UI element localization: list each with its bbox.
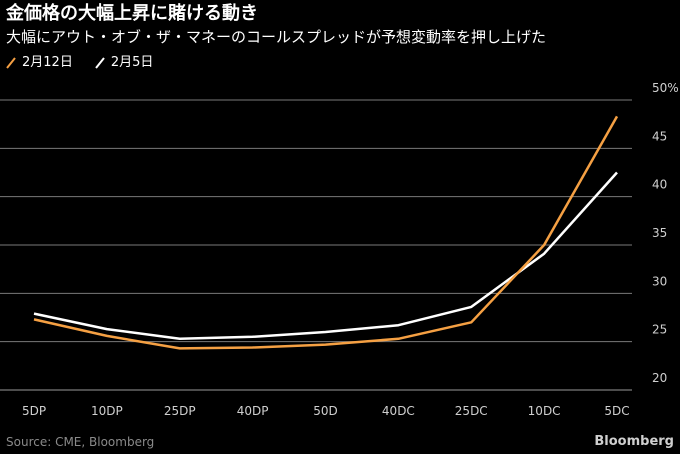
x-tick-label: 10DC: [528, 404, 561, 418]
grid-lines: [0, 99, 632, 391]
y-tick-label: 45: [652, 129, 667, 143]
legend-label-feb12: 2月12日: [22, 55, 73, 70]
y-tick-label: 25: [652, 323, 667, 337]
x-tick-label: 5DP: [22, 404, 46, 418]
x-tick-label: 50D: [313, 404, 338, 418]
y-tick-label: 50%: [652, 81, 679, 95]
y-tick-label: 40: [652, 178, 667, 192]
x-tick-label: 25DC: [455, 404, 488, 418]
series-lines: [33, 115, 619, 350]
legend-item-feb12: 2月12日: [6, 55, 73, 71]
x-tick-label: 25DP: [164, 404, 196, 418]
x-tick-label: 5DC: [604, 404, 629, 418]
chart-title: 金価格の大幅上昇に賭ける動き: [6, 3, 258, 24]
x-tick-label: 10DP: [91, 404, 123, 418]
x-tick-label: 40DP: [237, 404, 269, 418]
legend-swatch-orange: [6, 57, 16, 69]
y-tick-label: 35: [652, 226, 667, 240]
chart-subtitle: 大幅にアウト・オブ・ザ・マネーのコールスプレッドが予想変動率を押し上げた: [6, 28, 547, 46]
x-axis-tick-labels: 5DP 10DP 25DP 40DP 50D 40DC 25DC 10DC 5DC: [22, 404, 630, 418]
y-tick-label: 30: [652, 274, 667, 288]
legend: 2月12日 2月5日: [6, 55, 175, 71]
y-tick-label: 20: [652, 371, 667, 385]
y-axis-tick-labels: 20 25 30 35 40 45 50%: [652, 81, 679, 385]
legend-item-feb5: 2月5日: [95, 55, 154, 71]
series-line-feb5: [33, 171, 618, 341]
series-line-feb12: [33, 115, 619, 350]
source-note: Source: CME, Bloomberg: [6, 435, 155, 449]
legend-swatch-white: [95, 57, 105, 69]
legend-label-feb5: 2月5日: [110, 55, 154, 70]
bloomberg-logo: Bloomberg: [594, 434, 674, 449]
x-tick-label: 40DC: [382, 404, 415, 418]
